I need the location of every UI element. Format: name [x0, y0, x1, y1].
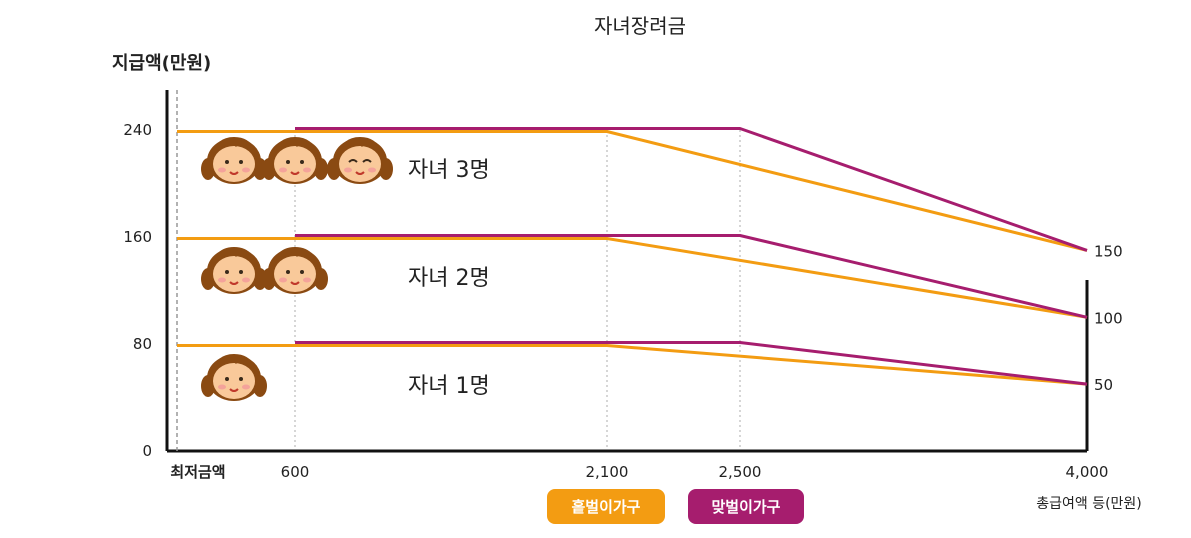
child-face-icon: [201, 354, 267, 401]
chart-title: 자녀장려금: [594, 14, 686, 38]
legend-label: 맞벌이가구: [711, 498, 780, 516]
y-axis-title: 지급액(만원): [112, 53, 211, 74]
child-face-icon: [201, 137, 267, 184]
x-tick-label: 2,500: [719, 463, 762, 481]
child-face-icon: [262, 137, 328, 184]
group-annotation-2-child: 자녀 2명: [408, 266, 490, 291]
x-tick-label: 2,100: [586, 463, 629, 481]
chart-labels: 0 80 160 240 최저금액 600 2,100 2,500 4,000 150 100 50 총…: [123, 121, 1141, 512]
y-tick-label: 0: [142, 442, 152, 460]
single-income-line-1-child: [177, 344, 1088, 386]
legend-label: 홑벌이가구: [571, 498, 640, 516]
group-annotation-1-child: 자녀 1명: [408, 374, 490, 399]
group-annotation-3-child: 자녀 3명: [408, 158, 490, 183]
legend-item: 홑벌이가구: [547, 489, 665, 524]
legend-item: 맞벌이가구: [688, 489, 804, 524]
single-income-line-3-child: [177, 130, 1088, 252]
dual-income-line-2-child: [295, 234, 1088, 319]
series-lines: [177, 127, 1088, 386]
end-value-label: 150: [1094, 242, 1123, 260]
single-income-line-2-child: [177, 237, 1088, 319]
x-tick-label: 최저금액: [170, 463, 225, 481]
end-value-label: 50: [1094, 376, 1113, 394]
legend-swatch: [688, 489, 804, 524]
child-face-icons: [201, 137, 393, 401]
axes: [165, 90, 1089, 453]
dual-income-line-1-child: [295, 341, 1088, 386]
x-axis-title: 총급여액 등(만원): [1036, 496, 1142, 512]
end-value-label: 100: [1094, 309, 1123, 327]
x-tick-label: 600: [281, 463, 310, 481]
y-tick-label: 240: [123, 121, 152, 139]
child-face-icon: [327, 137, 393, 184]
legend: 홑벌이가구 맞벌이가구: [547, 489, 804, 524]
y-tick-label: 80: [133, 335, 152, 353]
y-tick-label: 160: [123, 228, 152, 246]
legend-swatch: [547, 489, 665, 524]
dual-income-line-3-child: [295, 127, 1088, 252]
child-face-icon: [262, 247, 328, 294]
child-face-icon: [201, 247, 267, 294]
x-tick-label: 4,000: [1066, 463, 1109, 481]
